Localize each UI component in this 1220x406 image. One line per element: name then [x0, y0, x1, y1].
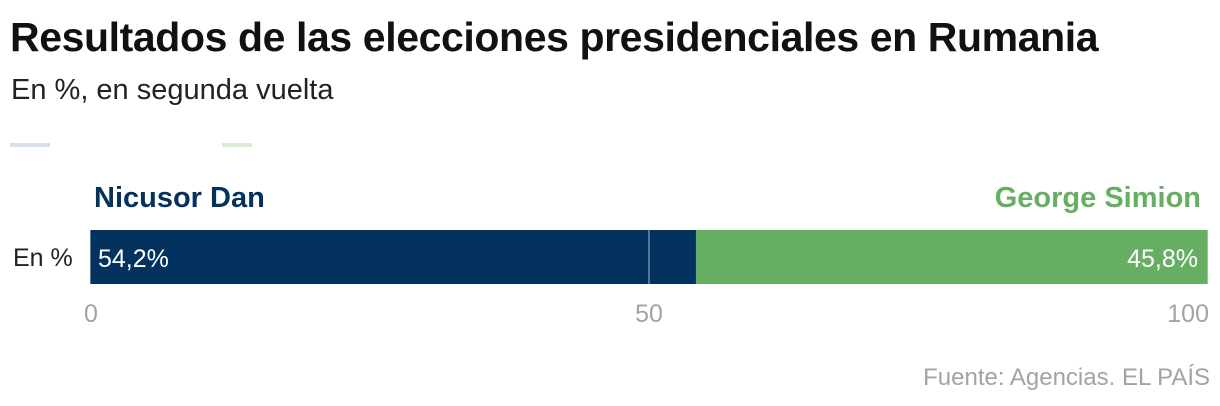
brand-text: EL PAÍS — [1121, 364, 1210, 391]
stacked-bar-chart: En % Nicusor Dan 54,2% George Simion 45,8% 0 5… — [13, 182, 1209, 328]
footer-separator: . — [1108, 364, 1116, 391]
x-tick-label: 100 — [1167, 300, 1209, 328]
x-tick-label: 50 — [635, 300, 663, 328]
series-name-george-simion: George Simion — [995, 182, 1201, 214]
chart-footer: Fuente: Agencias. EL PAÍS — [923, 364, 1210, 392]
chart-title: Resultados de las elecciones presidencia… — [10, 14, 1099, 60]
bar-segment-george-simion — [695, 230, 1208, 284]
source-text: Fuente: Agencias — [923, 364, 1109, 391]
bar-segment-nicusor-dan — [90, 230, 696, 284]
value-label-nicusor-dan: 54,2% — [98, 245, 169, 273]
x-tick-label: 0 — [84, 300, 98, 328]
category-label: En % — [13, 244, 73, 272]
legend-swatch-simion — [222, 143, 252, 147]
chart-subtitle: En %, en segunda vuelta — [11, 74, 334, 106]
series-name-nicusor-dan: Nicusor Dan — [94, 182, 265, 214]
value-label-george-simion: 45,8% — [1127, 245, 1198, 273]
legend-swatch-dan — [10, 143, 50, 147]
